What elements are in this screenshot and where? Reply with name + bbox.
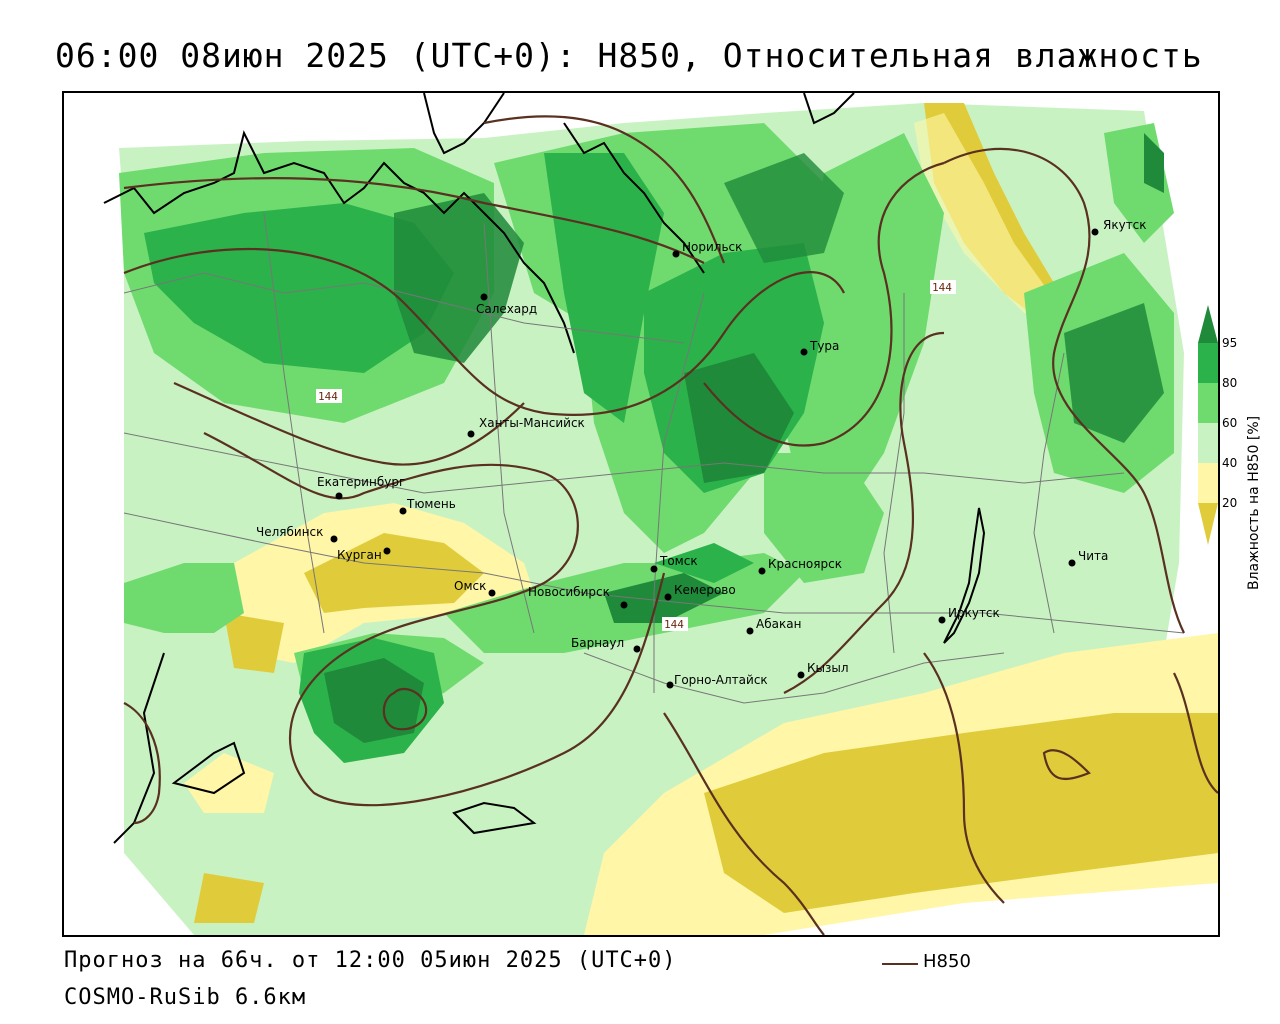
city-dot (383, 547, 391, 555)
city-label: Барнаул (571, 636, 624, 650)
city-marker: Красноярск (758, 557, 842, 575)
city-dot (399, 507, 407, 515)
city-label: Кемерово (674, 583, 736, 597)
city-label: Ханты-Мансийск (479, 416, 585, 430)
legend-below20-swatch (1198, 503, 1218, 545)
contour-value-label: 144 (662, 617, 688, 631)
city-dot (633, 645, 641, 653)
city-label: Абакан (756, 617, 801, 631)
city-label: Тюмень (406, 497, 456, 511)
legend-60-80-swatch (1198, 383, 1218, 423)
city-dot (488, 589, 496, 597)
humidity-fills (119, 103, 1218, 935)
city-marker: Томск (650, 554, 698, 573)
contour-key-line (882, 963, 918, 965)
city-marker: Екатеринбург (317, 475, 405, 500)
coastlines (103, 93, 986, 844)
legend-20-40-swatch (1198, 463, 1218, 503)
city-label: Новосибирск (528, 585, 610, 599)
city-marker: Курган (337, 547, 391, 562)
city-dot (1068, 559, 1076, 567)
legend-tick: 60 (1222, 416, 1238, 430)
city-label: Чита (1078, 549, 1108, 563)
city-marker: Барнаул (571, 636, 641, 653)
city-label: Кызыл (807, 661, 849, 675)
city-dot (467, 430, 475, 438)
legend-above95-swatch (1198, 305, 1218, 343)
city-marker: Кемерово (664, 583, 736, 601)
legend-colorbar (1198, 305, 1218, 545)
city-dot (664, 593, 672, 601)
contour-value-label: 144 (316, 389, 342, 403)
city-dot (480, 293, 488, 301)
contour-label-background (662, 617, 688, 631)
city-marker: Тура (800, 339, 839, 356)
city-label: Томск (659, 554, 698, 568)
city-marker: Норильск (672, 240, 742, 258)
legend-tick: 95 (1222, 336, 1238, 350)
city-label: Красноярск (768, 557, 842, 571)
city-dot (1091, 228, 1099, 236)
city-dot (746, 627, 754, 635)
map-title: 06:00 08июн 2025 (UTC+0): H850, Относите… (55, 36, 1203, 75)
city-dot (800, 348, 808, 356)
city-label: Горно-Алтайск (674, 673, 768, 687)
contour-value-label: 144 (930, 280, 956, 294)
legend-tick: 40 (1222, 456, 1238, 470)
region-borders (123, 212, 1185, 704)
city-dot (758, 567, 766, 575)
city-label: Норильск (682, 240, 742, 254)
city-label: Екатеринбург (317, 475, 405, 489)
contour-label-text: 144 (932, 281, 952, 294)
contour-label-text: 144 (664, 618, 684, 631)
city-marker: Омск (454, 579, 496, 597)
model-info: COSMO-RuSib 6.6км (64, 985, 307, 1010)
contour-labels: 144 144 144 (316, 280, 956, 631)
city-dot (672, 250, 680, 258)
city-label: Салехард (476, 302, 537, 316)
city-marker: Кызыл (797, 661, 849, 679)
contour-label-text: 144 (318, 390, 338, 403)
legend-40-60-swatch (1198, 423, 1218, 463)
humidity-map: 144 144 144 Якутск Норильск Салехард Тура Хант… (103, 93, 1218, 935)
forecast-info: Прогноз на 66ч. от 12:00 05июн 2025 (UTC… (64, 948, 677, 973)
legend-80-95-swatch (1198, 343, 1218, 383)
city-dot (620, 601, 628, 609)
city-marker: Иркутск (938, 606, 1000, 624)
city-marker: Якутск (1091, 218, 1147, 236)
legend-tick: 20 (1222, 496, 1238, 510)
contour-label-background (316, 389, 342, 403)
city-marker: Новосибирск (528, 585, 628, 609)
legend-title: Влажность на H850 [%] (1246, 415, 1262, 590)
city-label: Иркутск (948, 606, 1000, 620)
city-dot (666, 681, 674, 689)
city-markers: Якутск Норильск Салехард Тура Ханты-Мансийск… (256, 218, 1147, 689)
city-label: Якутск (1103, 218, 1147, 232)
city-label: Курган (337, 548, 382, 562)
city-label: Тура (809, 339, 839, 353)
city-marker: Абакан (746, 617, 801, 635)
humidity-legend (1198, 305, 1218, 545)
city-dot (650, 565, 658, 573)
h850-contours (123, 115, 1218, 935)
map-frame: 144 144 144 Якутск Норильск Салехард Тура Хант… (62, 91, 1220, 937)
contour-label-background (930, 280, 956, 294)
city-label: Челябинск (256, 525, 323, 539)
city-dot (938, 616, 946, 624)
city-marker: Салехард (476, 293, 537, 316)
city-label: Омск (454, 579, 486, 593)
legend-tick: 80 (1222, 376, 1238, 390)
city-dot (335, 492, 343, 500)
city-dot (797, 671, 805, 679)
city-marker: Тюмень (399, 497, 456, 515)
contour-key-label: H850 (923, 951, 971, 972)
city-dot (330, 535, 338, 543)
city-marker: Ханты-Мансийск (467, 416, 585, 438)
city-marker: Челябинск (256, 525, 338, 543)
city-marker: Чита (1068, 549, 1108, 567)
city-marker: Горно-Алтайск (666, 673, 768, 689)
